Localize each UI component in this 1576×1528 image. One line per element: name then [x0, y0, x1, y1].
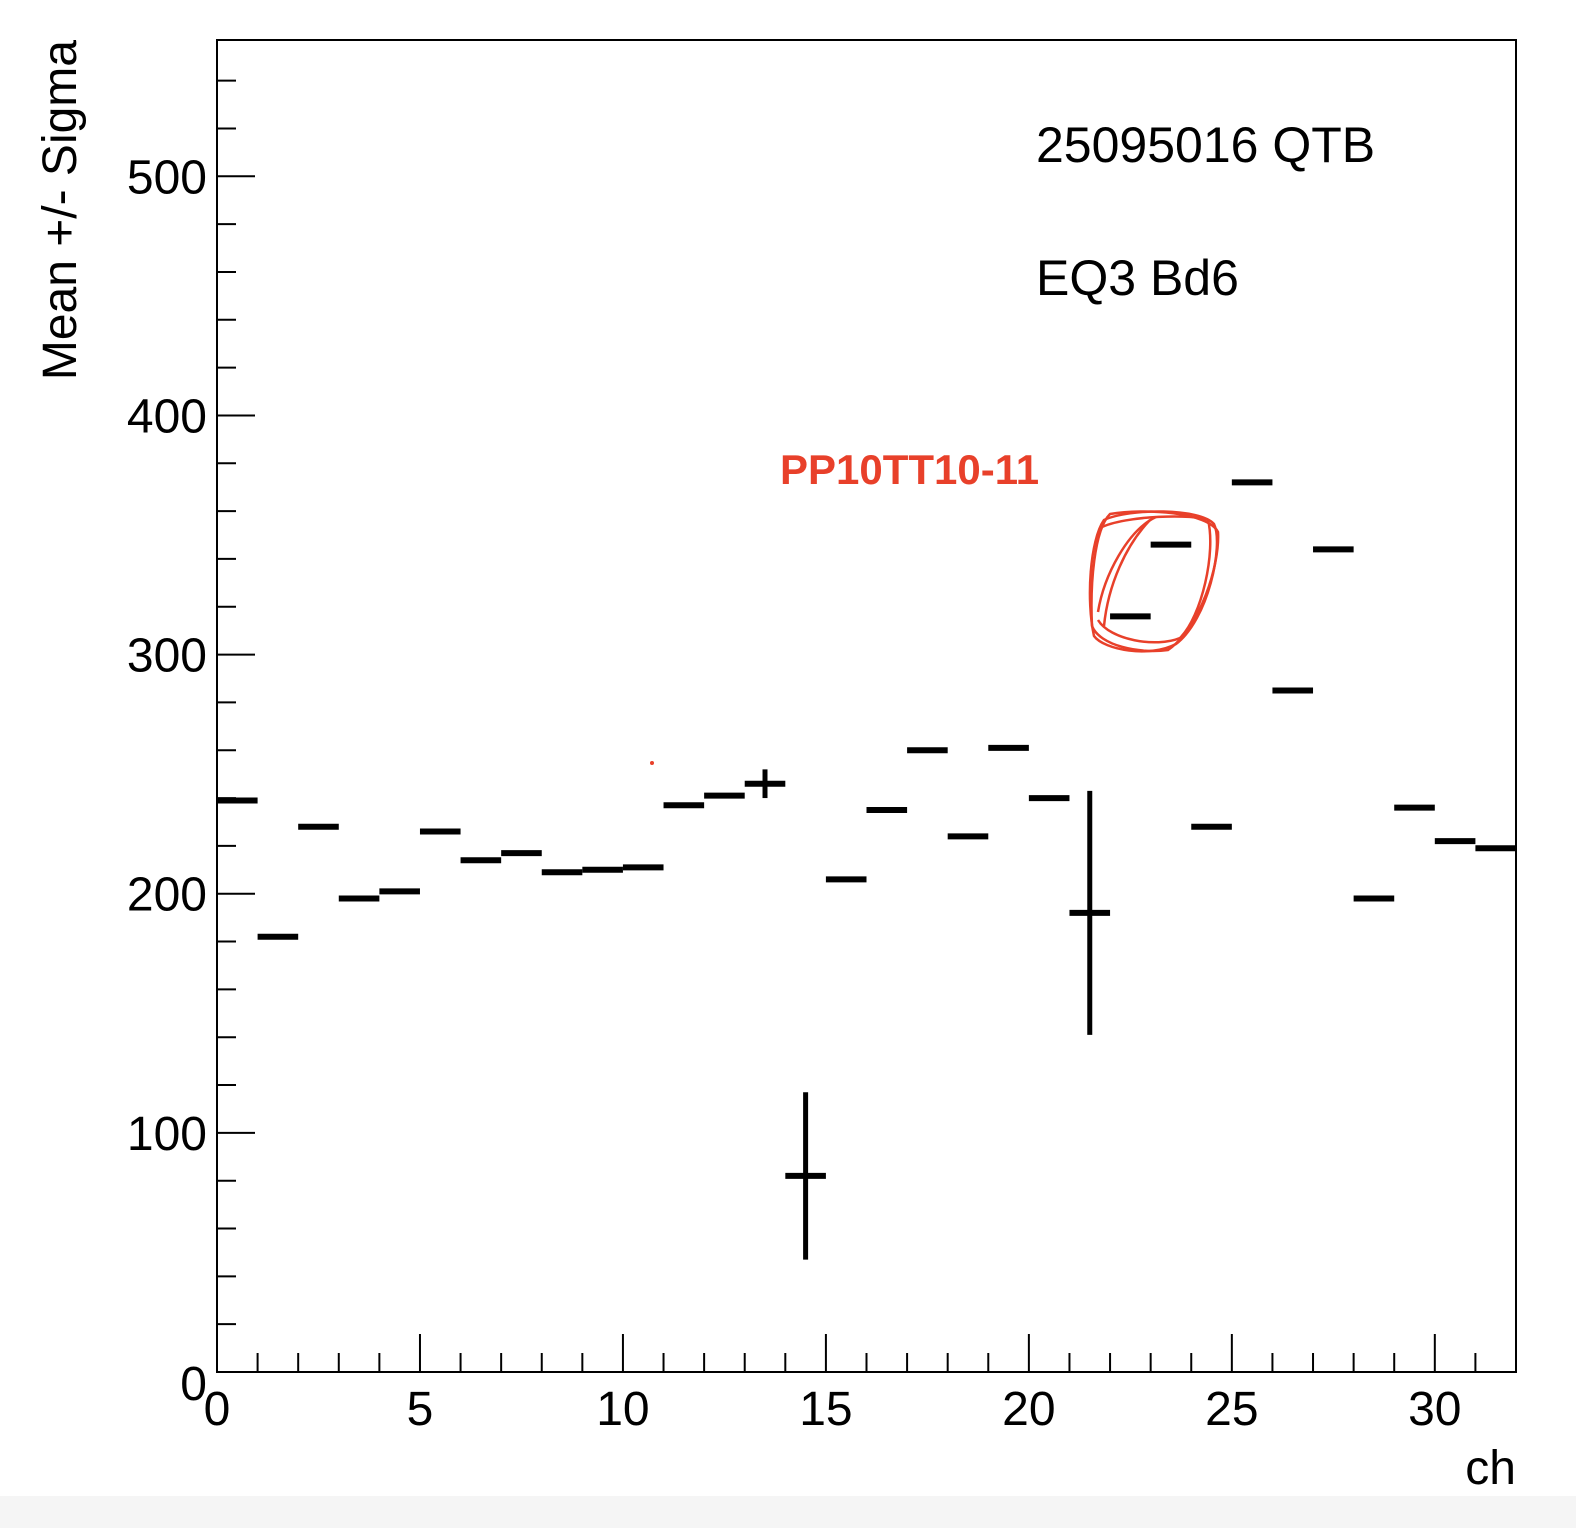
- bottom-strip: [0, 1496, 1576, 1528]
- stray-mark: [650, 761, 654, 765]
- x-tick-label: 20: [1002, 1383, 1055, 1436]
- y-tick-label: 500: [127, 151, 207, 204]
- plot-frame: [216, 39, 1517, 1373]
- x-tick-label: 5: [407, 1383, 434, 1436]
- handwritten-circle: [1088, 510, 1220, 653]
- y-axis-title: Mean +/- Sigma: [34, 40, 87, 380]
- y-tick-label: 400: [127, 390, 207, 443]
- handwritten-note: PP10TT10-11: [780, 446, 1039, 493]
- run-annotation: 25095016 QTB: [1036, 117, 1375, 173]
- y-tick-label: 100: [127, 1108, 207, 1161]
- x-tick-label: 30: [1408, 1383, 1461, 1436]
- x-tick-label: 25: [1205, 1383, 1258, 1436]
- y-tick-label: 300: [127, 630, 207, 683]
- y-tick-label: 0: [180, 1358, 207, 1411]
- x-tick-label: 0: [204, 1383, 231, 1436]
- y-tick-label: 200: [127, 869, 207, 922]
- x-tick-label: 15: [799, 1383, 852, 1436]
- x-axis-title: ch: [1465, 1442, 1516, 1495]
- board-annotation: EQ3 Bd6: [1036, 250, 1239, 306]
- data-points: [217, 479, 1516, 1260]
- axis-ticks: [216, 79, 1517, 1373]
- x-tick-label: 10: [596, 1383, 649, 1436]
